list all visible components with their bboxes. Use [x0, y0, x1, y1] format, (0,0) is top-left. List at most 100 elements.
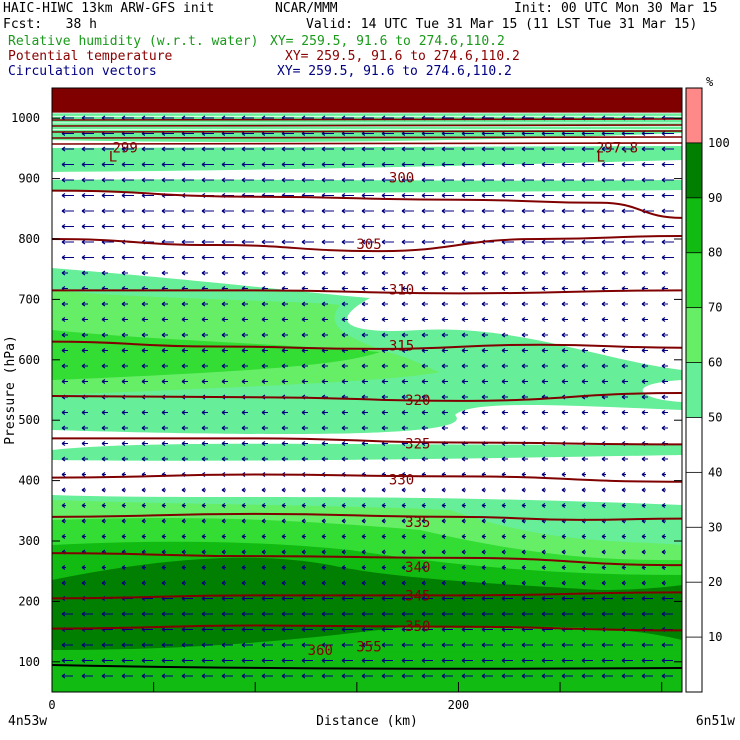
wind-vector — [661, 332, 668, 338]
wind-vector — [681, 504, 682, 507]
wind-vector — [301, 379, 308, 384]
wind-vector — [661, 410, 668, 415]
wind-vector — [641, 394, 648, 400]
wind-vector — [421, 456, 428, 462]
wind-vector — [201, 255, 214, 260]
wind-vector — [241, 177, 254, 183]
wind-vector — [461, 193, 474, 198]
wind-vector — [101, 270, 108, 276]
wind-vector — [141, 348, 148, 353]
wind-vector — [641, 162, 654, 167]
wind-vector — [601, 146, 614, 152]
wind-vector — [441, 193, 454, 198]
wind-vector — [81, 348, 88, 353]
rh-mid-70 — [52, 330, 380, 380]
wind-vector — [501, 394, 508, 400]
wind-vector — [561, 611, 573, 617]
wind-vector — [521, 301, 528, 307]
wind-vector — [261, 596, 273, 601]
wind-vector — [541, 286, 548, 291]
wind-vector — [641, 503, 646, 508]
wind-vector — [81, 224, 94, 229]
wind-vector — [581, 286, 588, 291]
field-theta-name: Potential temperature — [8, 49, 173, 64]
wind-vector — [121, 456, 128, 462]
wind-vector — [341, 534, 346, 539]
wind-vector — [541, 270, 548, 276]
wind-vector — [421, 193, 434, 198]
wind-vector — [281, 611, 293, 617]
wind-vector — [181, 642, 193, 648]
wind-vector — [421, 177, 434, 183]
wind-vector — [421, 673, 433, 679]
wind-vector — [101, 503, 106, 508]
wind-vector — [621, 348, 628, 353]
wind-vector — [61, 317, 68, 322]
wind-vector — [121, 580, 126, 586]
wind-vector — [181, 673, 193, 679]
wind-vector — [201, 518, 206, 524]
wind-vector — [321, 565, 326, 570]
wind-vector — [541, 456, 548, 462]
wind-vector — [481, 286, 488, 291]
wind-vector — [281, 379, 288, 384]
wind-vector — [501, 487, 506, 493]
colorbar-swatch — [686, 307, 702, 363]
x-tick-label: 200 — [448, 698, 470, 712]
wind-vector — [281, 503, 286, 508]
wind-vector — [601, 193, 614, 198]
wind-vector — [161, 317, 168, 322]
wind-vector — [661, 487, 666, 493]
wind-vector — [401, 208, 414, 214]
wind-vector — [501, 379, 508, 384]
wind-vector — [501, 332, 508, 338]
wind-vector — [561, 286, 568, 291]
wind-vector — [301, 658, 313, 663]
wind-vector — [621, 456, 628, 462]
wind-vector — [121, 224, 134, 229]
wind-vector — [201, 580, 206, 586]
wind-vector — [581, 363, 588, 369]
y-tick-label: 900 — [18, 172, 40, 186]
wind-vector — [621, 534, 626, 539]
wind-vector — [241, 146, 254, 152]
wind-vector — [141, 580, 146, 586]
wind-vector — [561, 301, 568, 307]
wind-vector — [61, 379, 68, 384]
wind-vector — [261, 658, 273, 663]
wind-vector — [381, 611, 393, 617]
colorbar-tick-label: 40 — [708, 465, 722, 479]
wind-vector — [241, 162, 254, 167]
wind-vector — [201, 487, 206, 493]
wind-vector — [461, 410, 468, 415]
wind-vector — [441, 627, 453, 632]
wind-vector — [61, 301, 68, 307]
wind-vector — [561, 673, 573, 679]
wind-vectors — [61, 115, 682, 679]
surface-line — [52, 664, 682, 670]
wind-vector — [181, 239, 194, 245]
colorbar-tick-label: 60 — [708, 356, 722, 370]
wind-vector — [121, 348, 128, 353]
wind-vector — [341, 224, 354, 229]
wind-vector — [601, 410, 608, 415]
wind-vector — [441, 410, 448, 415]
wind-vector — [361, 441, 368, 446]
wind-vector — [241, 208, 254, 214]
theta-label: L — [596, 149, 604, 165]
wind-vector — [261, 534, 266, 539]
wind-vector — [481, 642, 493, 648]
wind-vector — [661, 239, 674, 245]
wind-vector — [181, 301, 188, 307]
wind-vector — [401, 425, 408, 431]
wind-vector — [221, 208, 234, 214]
wind-vector — [321, 425, 328, 431]
wind-vector — [301, 673, 313, 679]
wind-vector — [541, 146, 554, 152]
wind-vector — [561, 425, 568, 431]
wind-vector — [521, 332, 528, 338]
wind-vector — [181, 534, 186, 539]
wind-vector — [421, 286, 428, 291]
wind-vector — [401, 611, 413, 617]
wind-vector — [341, 425, 348, 431]
